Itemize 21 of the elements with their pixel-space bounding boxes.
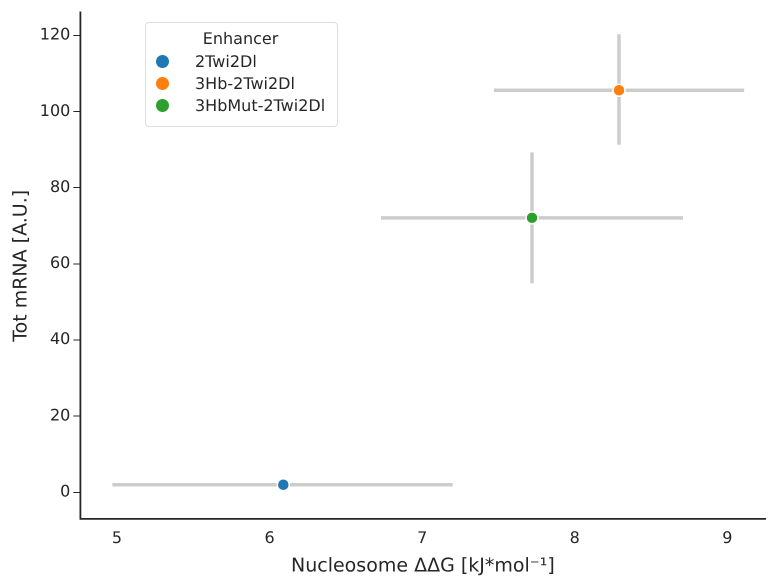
y-tick-label: 20 [50,405,70,424]
x-axis-title: Nucleosome ΔΔG [kJ*mol⁻¹] [291,554,555,577]
x-tick-label: 5 [112,528,122,547]
x-tick-label: 6 [264,528,275,547]
x-tick-label: 8 [570,528,580,547]
y-tick-label: 60 [50,253,70,272]
y-tick-label: 80 [50,176,70,196]
point [525,211,539,225]
y-tick-label: 120 [40,24,70,44]
y-tick-label: 0 [60,482,70,501]
legend-label: 3HbMut-2Twi2Dl [195,96,326,115]
y-axis-title: Tot mRNA [A.U.] [9,190,32,343]
x-tick-label: 7 [417,528,428,547]
legend-title: Enhancer [202,29,280,48]
y-tick-label: 40 [50,329,70,348]
point [612,84,626,98]
legend-label: 3Hb-2Twi2Dl [195,74,295,93]
y-tick-label: 100 [40,100,70,120]
point [276,478,290,492]
x-tick-label: 9 [722,528,732,547]
legend-label: 2Twi2Dl [195,52,257,71]
